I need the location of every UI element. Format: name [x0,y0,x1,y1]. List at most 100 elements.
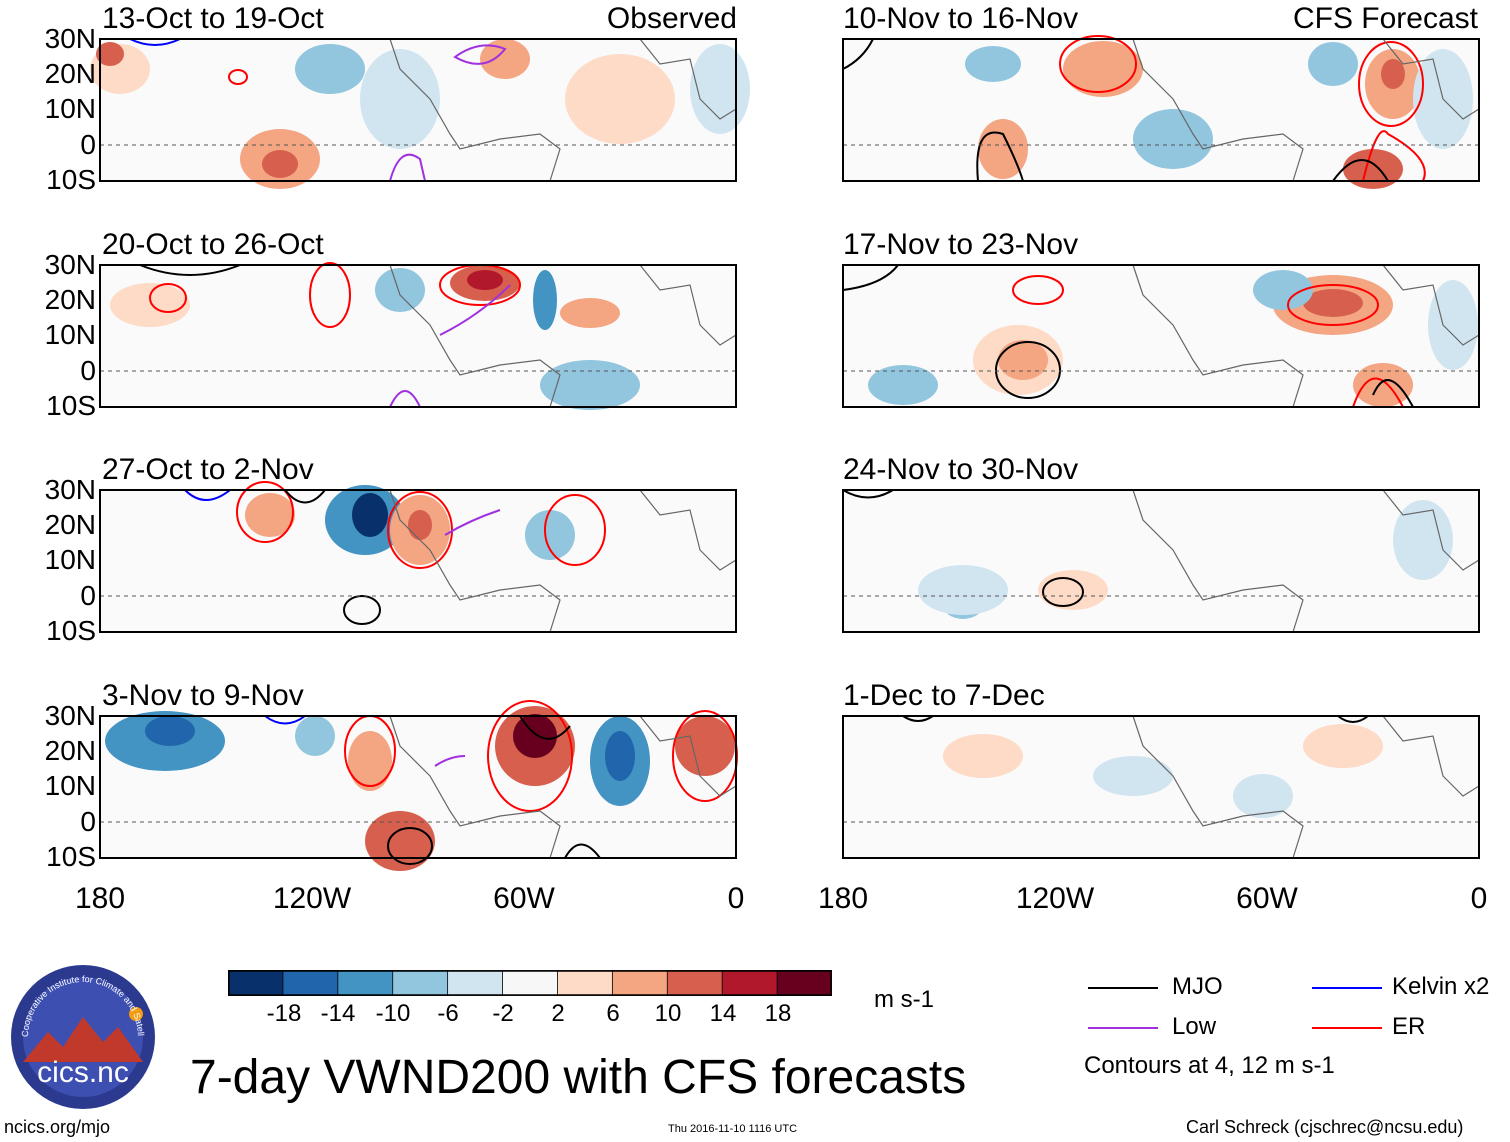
contour-er [236,481,294,543]
contour-er [228,69,248,85]
colorbar-units: m s-1 [874,986,934,1013]
lat-label: 0 [80,806,96,837]
anomaly-positive [408,510,432,540]
colorbar-label: -14 [320,1000,356,1027]
contour-low [434,755,466,767]
anomaly-negative [1233,774,1293,818]
contour-er [1012,275,1064,305]
colorbar-swatch [502,970,559,996]
contour-er [1362,130,1426,182]
coastline [1132,715,1480,859]
contour-er [487,700,573,812]
anomaly-positive [1381,59,1405,89]
contour-mjo [976,131,1024,182]
contour-kelvin [129,38,181,46]
panel-title-8: 1-Dec to 7-Dec [843,679,1045,712]
contour-er [1352,377,1404,408]
lat-label: 20N [44,735,96,766]
anomaly-negative [868,365,938,405]
coastline [389,489,737,633]
contour-mjo [995,341,1061,399]
anomaly-negative [1133,109,1213,169]
lat-label: 10N [44,544,96,575]
colorbar-label: 18 [764,1000,792,1027]
anomaly-positive [565,54,675,144]
legend-line-mjo [1088,987,1158,989]
panel-title-6: 17-Nov to 23-Nov [843,228,1079,261]
contour-low [453,44,507,65]
anomaly-negative [690,44,750,134]
colorbar-swatch [557,970,614,996]
coastline [389,264,737,408]
contour-kelvin [184,489,231,501]
lat-label: 20N [44,58,96,89]
coastline [1132,489,1480,633]
legend-line-kelvin [1312,987,1382,989]
map-panel-8 [842,715,1480,859]
legend-line-er [1312,1027,1382,1029]
anomaly-positive [1303,724,1383,768]
map-panel-4 [99,700,738,871]
contour-er [1358,41,1424,127]
map-panel-6 [842,264,1480,408]
map-panel-3 [99,481,737,633]
timestamp-label: Thu 2016-11-10 1116 UTC [668,1123,798,1135]
colorbar-swatches [228,970,832,996]
lon-label: 0 [1470,882,1488,915]
anomaly-positive [675,716,735,776]
colorbar-label: -18 [266,1000,302,1027]
anomaly-negative [352,493,388,537]
anomaly-negative [1428,280,1478,370]
map-panel-1 [90,38,750,189]
anomaly-positive [467,270,503,290]
lat-label: 10S [46,615,96,646]
lon-label: 120W [272,882,352,915]
panel-title-7: 24-Nov to 30-Nov [843,453,1079,486]
anomaly-positive [348,731,392,791]
contour-mjo [284,489,326,504]
anomaly-negative [1308,42,1358,86]
lon-label: 60W [1236,882,1298,915]
logo-text: cics.nc [37,1056,129,1089]
lat-label: 10S [46,390,96,421]
lat-label: 30N [44,249,96,280]
colorbar-label: -10 [375,1000,411,1027]
colorbar-label: 6 [606,1000,620,1027]
colorbar-swatch [282,970,339,996]
contour-mjo [564,843,601,859]
panel-title-5: 10-Nov to 16-Nov [843,2,1079,35]
anomaly-positive [110,283,190,327]
anomaly-positive [1063,41,1143,97]
anomaly-positive [262,150,298,178]
panel-title-1: 13-Oct to 19-Oct [102,2,324,35]
lat-label: 10S [46,841,96,872]
lat-label: 30N [44,700,96,731]
lon-label: 180 [74,882,126,915]
anomaly-positive [1303,289,1363,317]
anomaly-negative [605,731,635,781]
anomaly-positive [978,119,1028,179]
legend-label-kelvin: Kelvin x2 [1392,973,1490,1000]
contour-mjo [1332,159,1389,182]
legend-label-mjo: MJO [1172,973,1223,1000]
lon-label: 120W [1015,882,1095,915]
website-label: ncics.org/mjo [4,1117,111,1137]
lon-label: 180 [817,882,869,915]
cfs-forecast-label: CFS Forecast [1292,2,1478,35]
anomaly-negative [525,510,575,560]
contour-mjo [902,715,934,722]
colorbar-swatch [337,970,394,996]
contour-mjo [1042,577,1084,607]
contour-er [544,494,606,566]
colorbar-label: 14 [709,1000,737,1027]
anomaly-positive [1353,363,1413,407]
colorbar-swatch [392,970,449,996]
colorbar-swatch [611,970,669,996]
coastline [1132,264,1480,408]
observed-label: Observed [606,2,737,35]
anomaly-positive [560,298,620,328]
contour-low [389,153,426,182]
lat-label: 0 [80,355,96,386]
colorbar-swatch [721,970,778,996]
lat-label: 10N [44,319,96,350]
